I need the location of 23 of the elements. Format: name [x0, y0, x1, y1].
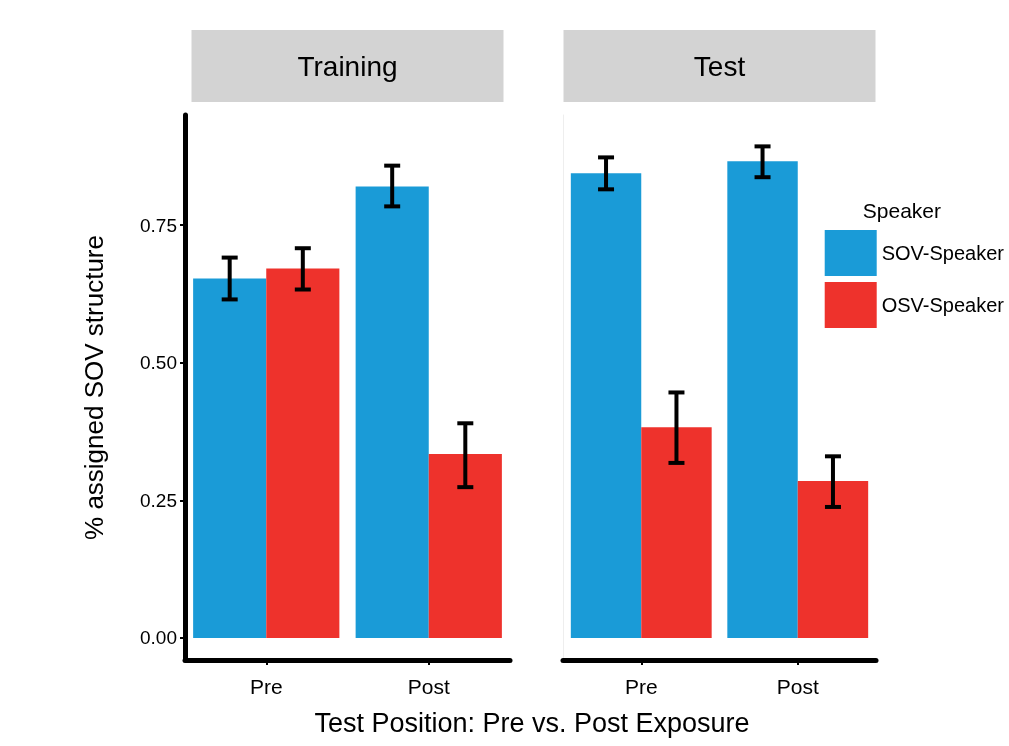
bar — [797, 481, 869, 638]
x-tick-label: Post — [407, 675, 450, 698]
bar — [266, 268, 340, 638]
y-axis-title: % assigned SOV structure — [79, 235, 109, 540]
y-tick-label: 0.00 — [140, 627, 177, 649]
chart-title: Training — [297, 50, 398, 82]
x-tick-label: Pre — [249, 675, 283, 698]
x-tick-label: Pre — [624, 675, 658, 698]
bar — [727, 161, 798, 638]
chart-title: Test — [693, 50, 746, 82]
legend-title: Speaker — [862, 199, 942, 222]
bar — [641, 427, 712, 638]
bar — [355, 186, 429, 638]
x-tick-label: Post — [776, 675, 819, 698]
y-tick-label: 0.50 — [140, 352, 177, 374]
bar — [570, 173, 642, 638]
bar — [428, 454, 502, 638]
bar — [193, 278, 267, 638]
legend-label: OSV-Speaker — [881, 294, 1005, 316]
y-tick-label: 0.75 — [140, 214, 177, 236]
x-axis-title: Test Position: Pre vs. Post Exposure — [313, 708, 751, 739]
y-tick-label: 0.25 — [140, 489, 177, 511]
legend-label: SOV-Speaker — [881, 242, 1005, 264]
